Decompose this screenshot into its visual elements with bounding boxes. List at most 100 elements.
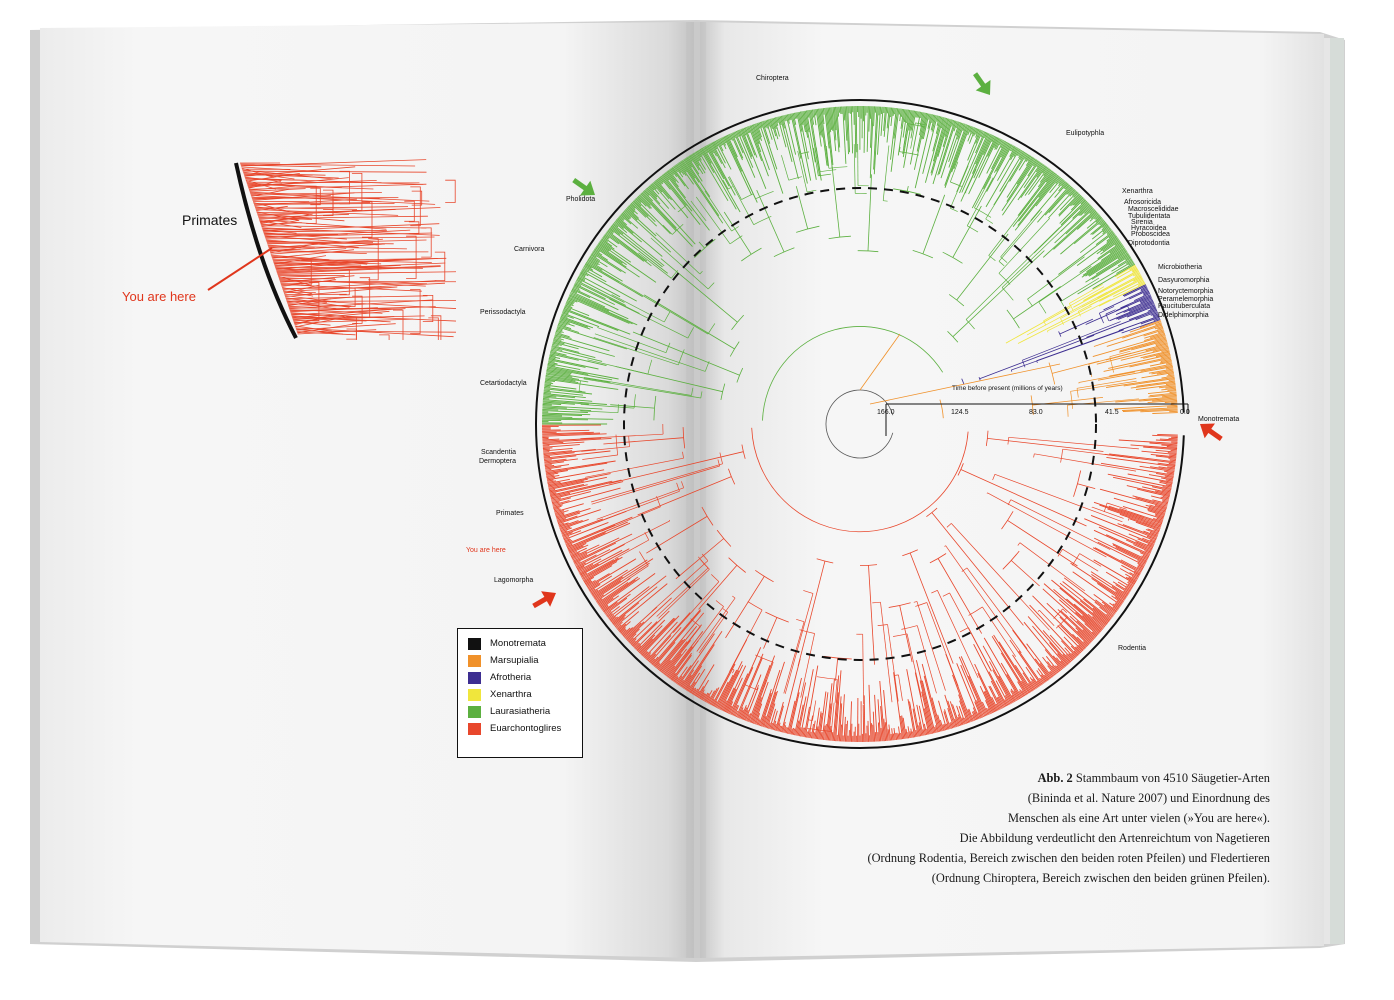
tree-internal-branch <box>591 463 723 503</box>
inset-branch <box>283 282 446 292</box>
inset-node <box>301 259 312 286</box>
tree-leaf-branch <box>1151 369 1174 375</box>
tree-internal-branch <box>945 545 1022 654</box>
tree-leaf-branch <box>779 116 793 163</box>
tree-leaf-branch <box>1147 390 1177 395</box>
inset-branch <box>276 265 401 272</box>
tree-internal-arc <box>968 606 983 616</box>
tree-internal-branch <box>800 633 815 698</box>
tree-leaf-branch <box>552 504 563 508</box>
tree-leaf-branch <box>620 214 632 225</box>
tree-leaf-branch <box>670 672 676 680</box>
tree-leaf-branch <box>596 598 603 603</box>
tree-leaf-branch <box>764 691 777 728</box>
tree-leaf-branch <box>542 437 602 442</box>
tree-leaf-branch <box>1095 599 1116 615</box>
tree-leaf-branch <box>548 360 555 363</box>
tree-leaf-branch <box>1143 351 1170 359</box>
tree-leaf-branch <box>709 687 720 705</box>
tree-leaf-branch <box>549 353 579 361</box>
tree-leaf-branch <box>874 694 878 742</box>
tree-internal-branch <box>795 186 809 230</box>
tree-internal-branch <box>1091 506 1124 519</box>
tree-internal-branch <box>952 205 982 258</box>
tree-leaf-branch <box>1155 449 1177 453</box>
left-page <box>40 22 694 958</box>
tree-leaf-branch <box>541 418 589 421</box>
tree-internal-branch <box>988 201 1031 256</box>
tree-internal-arc <box>741 247 762 262</box>
tree-leaf-branch <box>1102 226 1110 233</box>
tree-leaf-branch <box>784 727 787 734</box>
tree-leaf-branch <box>562 311 569 315</box>
tree-leaf-branch <box>601 238 613 247</box>
tree-leaf-branch <box>1132 272 1140 277</box>
tree-leaf-branch <box>620 628 626 634</box>
inset-branch <box>283 284 320 294</box>
tree-internal-branch <box>728 176 742 200</box>
tree-leaf-branch <box>1119 338 1167 353</box>
legend-item-marsupialia: Marsupialia <box>468 652 582 669</box>
inset-branch <box>274 258 420 266</box>
tree-internal-arc <box>722 608 729 613</box>
tree-leaf-branch <box>718 139 723 146</box>
tree-leaf-branch <box>731 667 754 716</box>
tree-leaf-branch <box>624 209 672 253</box>
inset-branch <box>252 196 286 200</box>
tree-leaf-branch <box>610 226 621 235</box>
tree-leaf-branch <box>1123 590 1129 595</box>
tree-leaf-branch <box>1121 319 1161 334</box>
label-monotremata: Monotremata <box>1198 416 1240 423</box>
tree-leaf-branch <box>626 207 640 219</box>
tree-internal-arc <box>678 349 685 366</box>
tree-leaf-branch <box>565 524 616 546</box>
tree-internal-branch <box>1000 209 1041 258</box>
tree-leaf-branch <box>1065 654 1073 662</box>
tree-leaf-branch <box>936 115 939 122</box>
tree-leaf-branch <box>703 146 741 213</box>
tree-internal-arc <box>1007 499 1012 506</box>
tree-leaf-branch <box>909 731 912 738</box>
tree-leaf-branch <box>704 146 709 154</box>
tree-leaf-branch <box>962 123 966 131</box>
tree-internal-branch <box>1076 378 1137 389</box>
tree-leaf-branch <box>1153 529 1160 533</box>
caption-figure-label: Abb. 2 <box>1037 771 1073 785</box>
tree-leaf-branch <box>548 480 584 489</box>
tree-internal-branch <box>585 457 684 478</box>
tree-leaf-branch <box>886 107 891 143</box>
tree-leaf-branch <box>930 114 936 131</box>
label-dermoptera: Dermoptera <box>479 458 516 465</box>
tree-leaf-branch <box>614 220 624 229</box>
tree-internal-branch <box>831 702 835 732</box>
tree-leaf-branch <box>1139 320 1161 329</box>
tree-leaf-branch <box>979 685 994 714</box>
tree-leaf-branch <box>751 124 760 145</box>
tree-leaf-branch <box>831 107 837 152</box>
tree-internal-arc <box>859 564 878 567</box>
tree-leaf-branch <box>1100 462 1174 476</box>
tree-leaf-branch <box>567 532 606 550</box>
tree-leaf-branch <box>909 701 917 738</box>
tree-leaf-branch <box>1133 570 1141 575</box>
tree-leaf-branch <box>1058 193 1080 216</box>
tree-clade-arc <box>762 326 944 421</box>
tree-leaf-branch <box>1013 690 1019 700</box>
tree-leaf-branch <box>1054 665 1061 672</box>
tree-leaf-branch <box>1144 333 1166 342</box>
tree-leaf-branch <box>587 558 637 589</box>
tree-leaf-branch <box>616 624 622 630</box>
tree-leaf-branch <box>554 333 572 339</box>
tree-internal-arc <box>796 618 805 623</box>
tree-leaf-branch <box>546 372 573 378</box>
tree-leaf-branch <box>1130 381 1176 389</box>
inset-you-are-here-label: You are here <box>122 289 196 304</box>
tree-internal-branch <box>756 189 785 253</box>
tree-leaf-branch <box>1167 466 1176 469</box>
tree-leaf-branch <box>1116 266 1137 279</box>
tree-leaf-branch <box>772 720 777 731</box>
tree-internal-arc <box>665 342 671 353</box>
tree-leaf-branch <box>567 298 575 303</box>
inset-branch <box>284 286 398 297</box>
tree-leaf-branch <box>1135 497 1168 507</box>
